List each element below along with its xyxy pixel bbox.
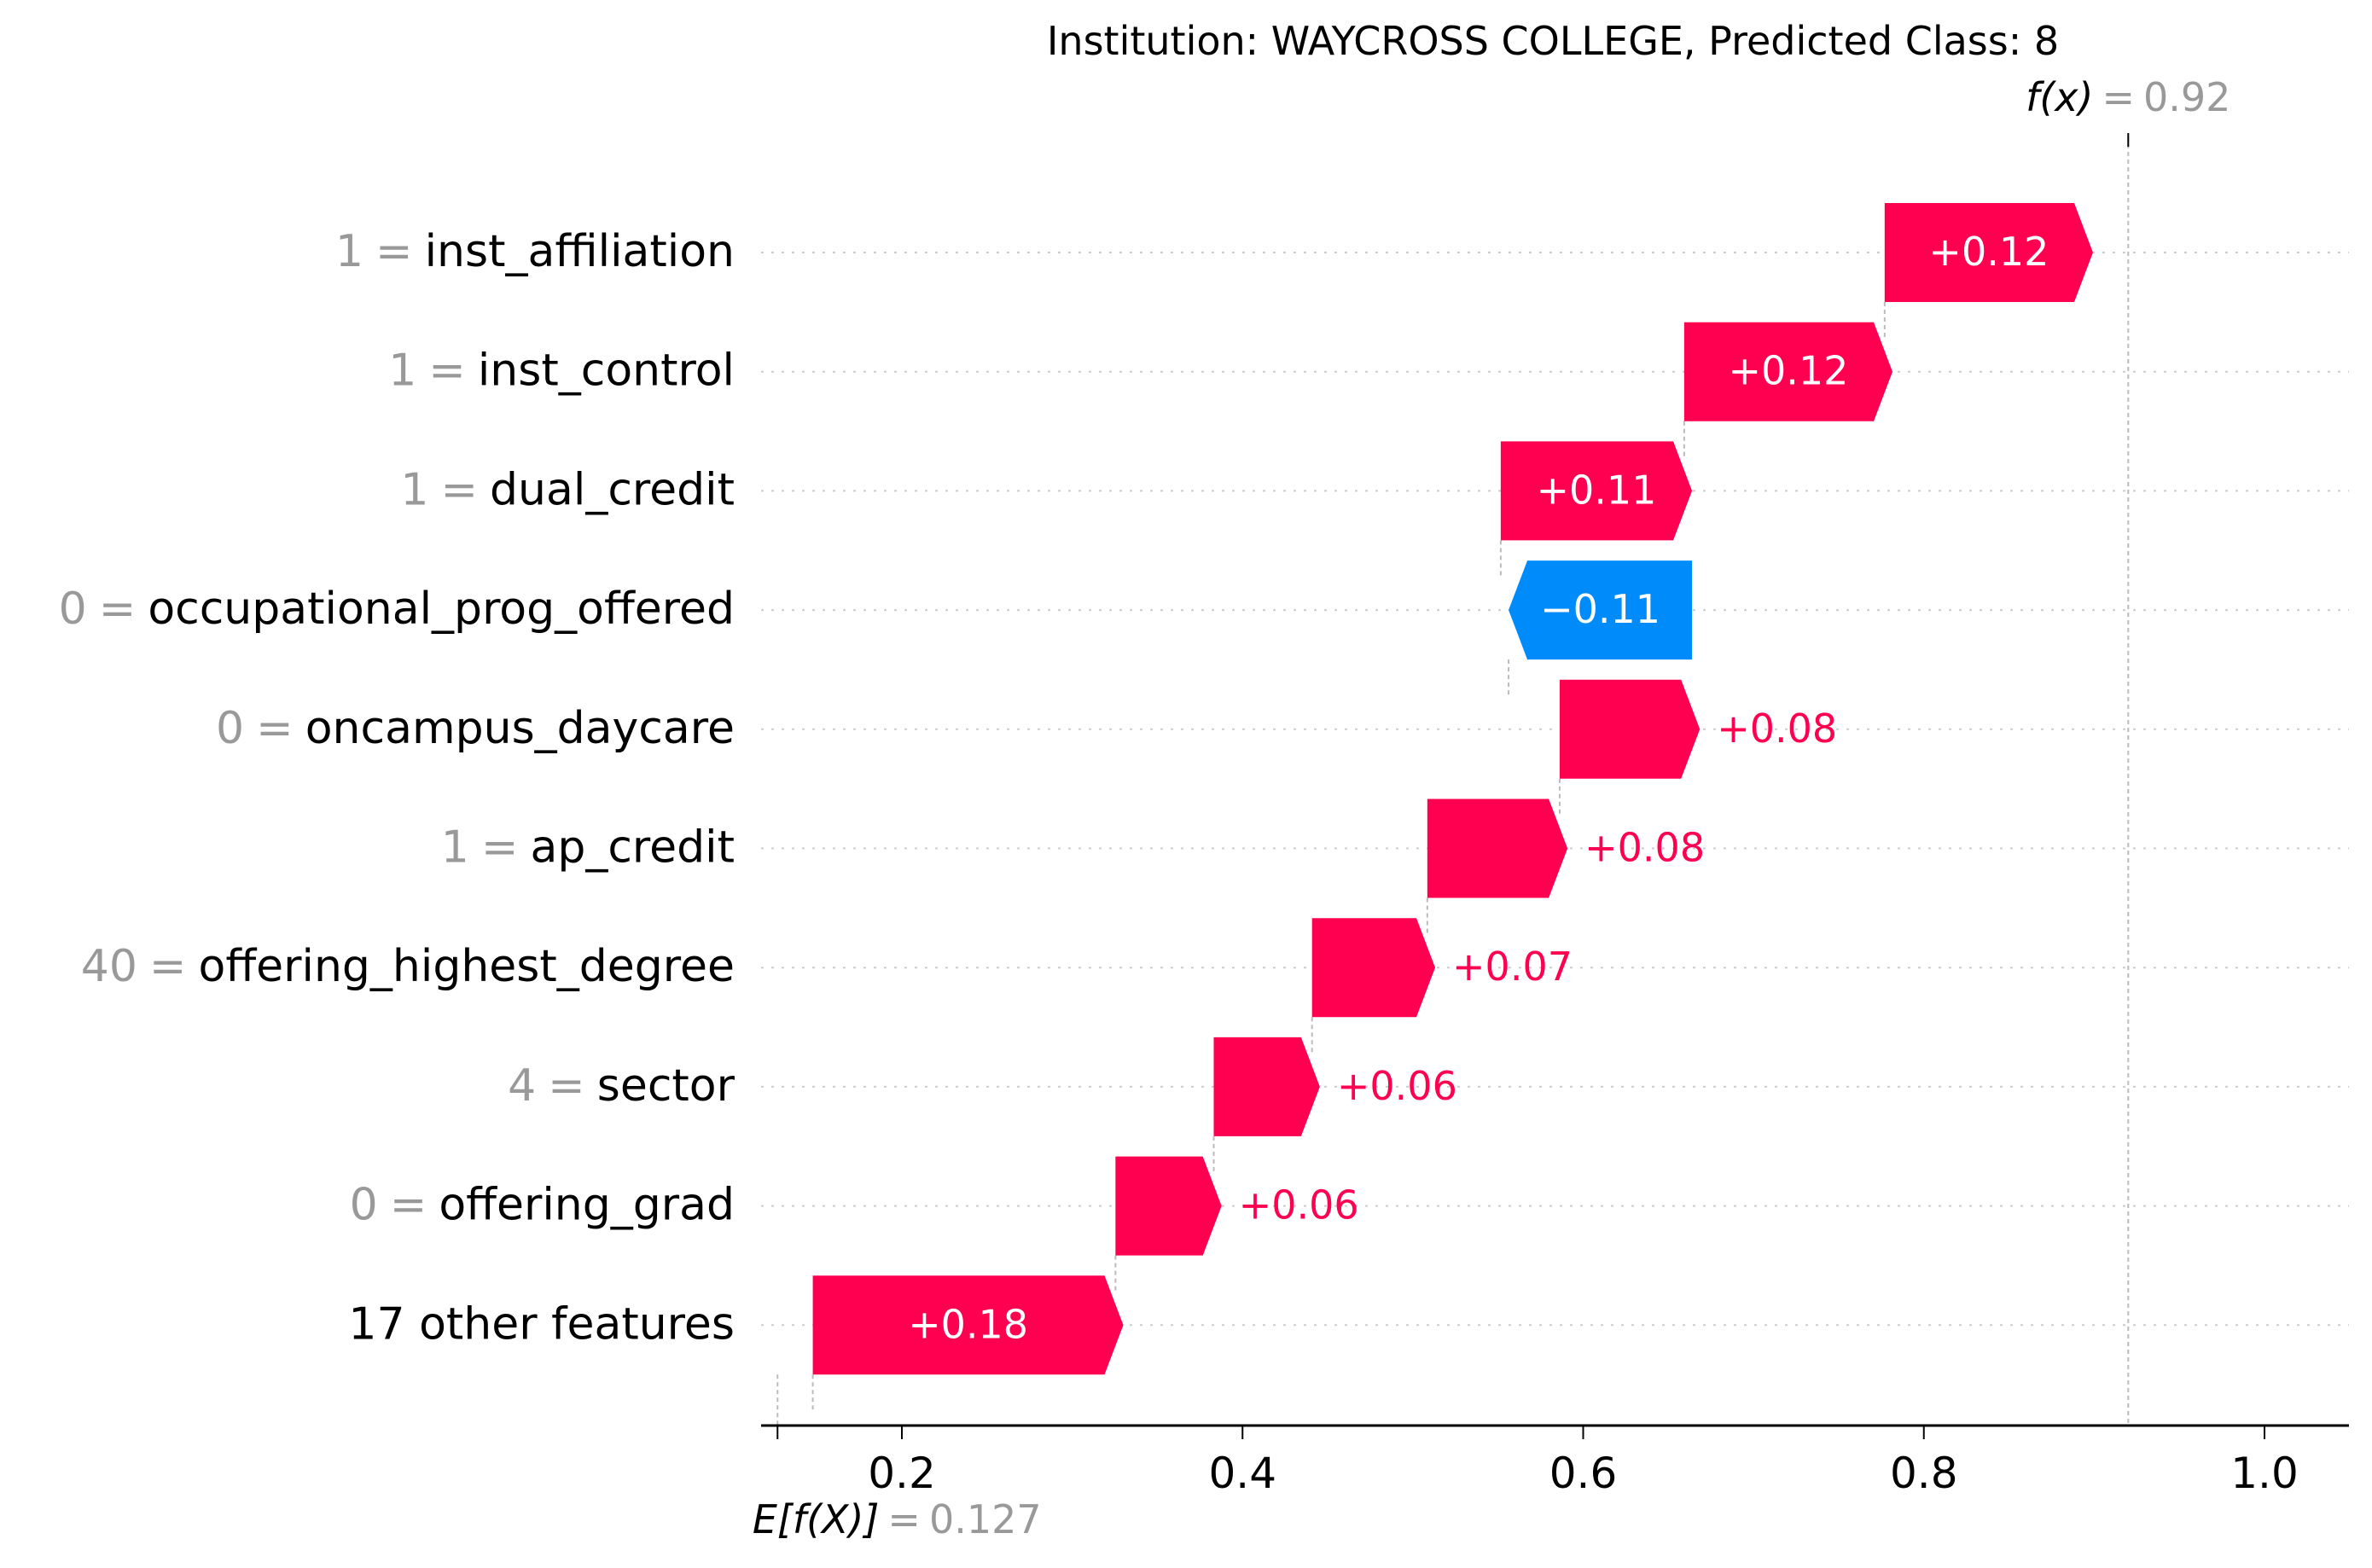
feature-name: dual_credit — [490, 464, 735, 515]
x-tick-label: 1.0 — [2230, 1449, 2299, 1498]
feature-equals: = — [99, 584, 137, 635]
output-equals: = — [2102, 74, 2135, 120]
base-label: E[f(X)] — [753, 1496, 880, 1542]
bar — [1427, 799, 1568, 898]
output-value-label: f(x) = 0.92 — [2026, 74, 2230, 120]
feature-equals: = — [256, 703, 294, 754]
feature-name: ap_credit — [530, 822, 735, 874]
base-value-label: E[f(X)] = 0.127 — [753, 1496, 1042, 1542]
bar-value-label: +0.08 — [1584, 825, 1705, 871]
feature-equals: = — [375, 226, 413, 277]
bar-value-label: +0.18 — [908, 1301, 1028, 1347]
bar — [1311, 918, 1436, 1018]
feature-value: 1 — [441, 822, 469, 874]
feature-label: 1 = inst_affiliation — [335, 226, 735, 277]
bar-value-label: +0.08 — [1717, 706, 1837, 752]
feature-equals: = — [149, 941, 187, 992]
bar — [1213, 1037, 1320, 1136]
feature-label: 1 = dual_credit — [400, 464, 735, 515]
bar-value-label: +0.06 — [1239, 1182, 1359, 1228]
feature-name: inst_control — [478, 346, 735, 397]
feature-label: 40 = offering_highest_degree — [81, 941, 735, 992]
feature-name: occupational_prog_offered — [148, 584, 735, 635]
x-tick-label: 0.6 — [1549, 1449, 1618, 1498]
feature-value: 0 — [216, 703, 244, 754]
grid-lines — [761, 252, 2349, 1327]
x-tick-label: 0.8 — [1890, 1449, 1958, 1498]
base-value: 0.127 — [929, 1496, 1042, 1542]
bar-value-label: +0.12 — [1728, 348, 1848, 394]
feature-label: 0 = offering_grad — [350, 1180, 735, 1231]
feature-equals: = — [440, 464, 478, 515]
bar — [812, 1275, 1124, 1375]
feature-label: 1 = ap_credit — [441, 822, 735, 874]
bar — [1884, 203, 2093, 302]
feature-equals: = — [481, 822, 519, 874]
bar — [1683, 322, 1893, 421]
bar — [1509, 560, 1693, 660]
feature-value: 0 — [350, 1180, 378, 1231]
bar-value-label: +0.12 — [1928, 229, 2049, 275]
feature-name: sector — [597, 1060, 735, 1112]
feature-name: offering_highest_degree — [199, 941, 735, 992]
feature-label: 17 other features — [348, 1298, 735, 1350]
bar — [1500, 441, 1693, 541]
feature-equals: = — [390, 1180, 427, 1231]
feature-value: 1 — [400, 464, 428, 515]
feature-label: 1 = inst_control — [388, 346, 735, 397]
bars: +0.12 +0.12 +0.11 −0.11 +0.08 +0.08 +0.07 +0.06… — [812, 203, 2093, 1375]
feature-value: 1 — [388, 346, 416, 397]
output-label: f(x) — [2026, 74, 2093, 120]
connector-lines — [776, 136, 2130, 1426]
x-axis-ticks: 0.2 0.4 0.6 0.8 1.0 — [776, 1426, 2299, 1498]
feature-label: 0 = oncampus_daycare — [216, 703, 735, 754]
feature-value: 40 — [81, 941, 137, 992]
feature-label: 4 = sector — [508, 1060, 735, 1112]
feature-name: oncampus_daycare — [305, 703, 735, 754]
feature-name: inst_affiliation — [425, 226, 735, 277]
chart-title: Institution: WAYCROSS COLLEGE, Predicted… — [1047, 18, 2059, 64]
x-tick-label: 0.2 — [868, 1449, 936, 1498]
feature-equals: = — [548, 1060, 585, 1112]
feature-label: 0 = occupational_prog_offered — [59, 584, 735, 635]
output-value-annotation: f(x) = 0.92 — [2026, 74, 2230, 147]
feature-value: 4 — [508, 1060, 536, 1112]
feature-value: 1 — [335, 226, 363, 277]
bar — [1115, 1156, 1222, 1256]
feature-name: offering_grad — [439, 1180, 735, 1231]
bar-value-label: −0.11 — [1540, 586, 1660, 632]
bar-value-label: +0.11 — [1536, 467, 1656, 513]
bar-value-label: +0.06 — [1337, 1063, 1457, 1109]
bar-value-label: +0.07 — [1452, 944, 1573, 990]
output-value: 0.92 — [2143, 74, 2230, 120]
base-value-annotation: E[f(X)] = 0.127 — [753, 1496, 1042, 1542]
feature-name: 17 other features — [348, 1298, 735, 1350]
x-tick-label: 0.4 — [1208, 1449, 1276, 1498]
feature-equals: = — [428, 346, 466, 397]
bar — [1559, 679, 1701, 779]
feature-value: 0 — [59, 584, 87, 635]
base-equals: = — [887, 1496, 921, 1542]
